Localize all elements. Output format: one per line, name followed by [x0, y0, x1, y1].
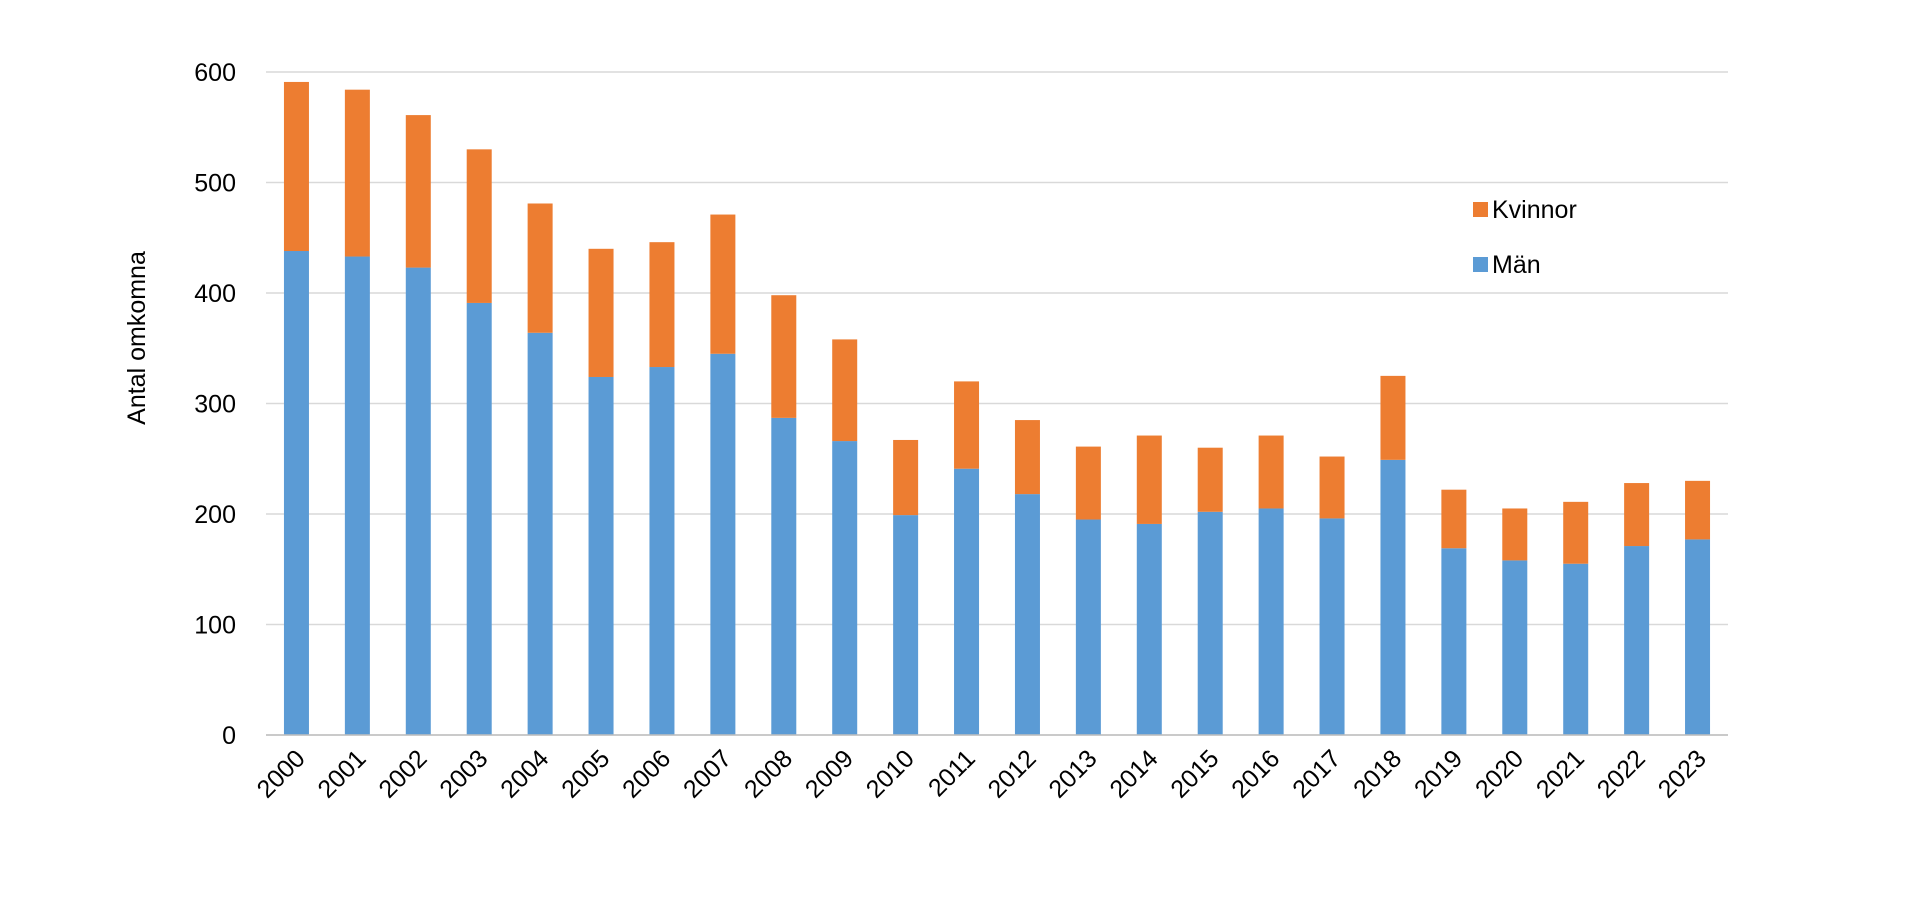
bar-m-n-2004	[527, 332, 553, 735]
bar-m-n-2021	[1563, 563, 1589, 735]
bar-kvinnor-2009	[832, 339, 858, 442]
x-tick-label: 2022	[1592, 744, 1651, 803]
x-tick-label: 2018	[1348, 744, 1407, 803]
bar-m-n-2014	[1136, 523, 1162, 735]
x-tick-label: 2006	[617, 744, 676, 803]
y-axis: 0 100 200 300 400 500 600	[194, 59, 236, 750]
x-tick-label: 2008	[739, 744, 798, 803]
bar-m-n-2010	[893, 515, 919, 735]
bar-kvinnor-2013	[1075, 446, 1101, 520]
bar-kvinnor-2017	[1319, 456, 1345, 519]
bar-kvinnor-2011	[954, 381, 980, 469]
x-tick-label: 2023	[1653, 744, 1712, 803]
bar-m-n-2022	[1624, 546, 1650, 735]
bar-m-n-2019	[1441, 548, 1467, 735]
x-tick-label: 2005	[556, 744, 615, 803]
bar-m-n-2007	[710, 353, 736, 735]
bar-kvinnor-2003	[466, 149, 492, 303]
x-tick-label: 2014	[1104, 744, 1163, 803]
x-tick-label: 2017	[1287, 744, 1346, 803]
bar-kvinnor-2015	[1197, 447, 1223, 512]
bar-m-n-2011	[954, 468, 980, 735]
bar-kvinnor-2010	[893, 439, 919, 516]
x-tick-label: 2019	[1409, 744, 1468, 803]
bar-kvinnor-2012	[1014, 420, 1040, 495]
bar-m-n-2013	[1075, 519, 1101, 735]
x-tick-label: 2007	[678, 744, 737, 803]
bar-m-n-2016	[1258, 508, 1284, 735]
bar-m-n-2003	[466, 302, 492, 735]
bar-kvinnor-2001	[344, 89, 370, 257]
y-axis-title: Antal omkomna	[123, 251, 151, 425]
bar-m-n-2008	[771, 417, 797, 735]
bar-kvinnor-2023	[1685, 480, 1711, 540]
bar-m-n-2023	[1685, 539, 1711, 735]
x-tick-label: 2013	[1043, 744, 1102, 803]
bar-m-n-2020	[1502, 560, 1528, 735]
bar-kvinnor-2008	[771, 295, 797, 418]
bar-kvinnor-2006	[649, 242, 675, 368]
bar-kvinnor-2022	[1624, 483, 1650, 547]
legend-swatch-m-n	[1473, 257, 1488, 272]
x-tick-label: 2009	[800, 744, 859, 803]
bar-m-n-2006	[649, 367, 675, 735]
x-tick-label: 2021	[1531, 744, 1590, 803]
x-tick-label: 2000	[252, 744, 311, 803]
y-tick-label: 500	[194, 170, 236, 198]
legend: Kvinnor Män	[1473, 196, 1577, 279]
bar-kvinnor-2007	[710, 214, 736, 354]
x-axis: 2000 2001 2002 2003 2004 2005 2006 2007 2008 2009…	[252, 734, 1728, 804]
x-tick-label: 2011	[923, 744, 981, 802]
x-tick-label: 2016	[1226, 744, 1285, 803]
bar-m-n-2012	[1014, 494, 1040, 735]
x-tick-label: 2010	[861, 744, 920, 803]
legend-swatch-kvinnor	[1473, 202, 1488, 217]
y-tick-label: 0	[222, 722, 236, 750]
bar-kvinnor-2019	[1441, 489, 1467, 549]
bar-m-n-2015	[1197, 511, 1223, 735]
bar-kvinnor-2016	[1258, 435, 1284, 509]
y-tick-label: 600	[194, 59, 236, 87]
bar-m-n-2005	[588, 376, 614, 735]
x-tick-label: 2015	[1165, 744, 1224, 803]
bar-m-n-2018	[1380, 459, 1406, 735]
y-tick-label: 300	[194, 391, 236, 419]
bar-kvinnor-2000	[283, 81, 309, 252]
bar-kvinnor-2020	[1502, 508, 1528, 561]
x-tick-label: 2002	[373, 744, 432, 803]
bar-m-n-2009	[832, 441, 858, 735]
bar-kvinnor-2021	[1563, 501, 1589, 564]
legend-label: Män	[1492, 251, 1541, 279]
x-tick-label: 2001	[312, 744, 371, 803]
legend-label: Kvinnor	[1492, 196, 1577, 224]
bar-kvinnor-2018	[1380, 375, 1406, 460]
bar-m-n-2001	[344, 256, 370, 735]
bar-kvinnor-2004	[527, 203, 553, 333]
bar-m-n-2017	[1319, 518, 1345, 735]
x-tick-label: 2003	[434, 744, 493, 803]
bar-m-n-2000	[283, 251, 309, 735]
bar-kvinnor-2014	[1136, 435, 1162, 524]
bars	[283, 81, 1711, 735]
y-tick-label: 100	[194, 612, 236, 640]
y-tick-label: 200	[194, 501, 236, 529]
bar-m-n-2002	[405, 267, 431, 735]
gridlines	[266, 71, 1728, 736]
x-tick-label: 2004	[495, 744, 554, 803]
bar-kvinnor-2005	[588, 248, 614, 377]
y-tick-label: 400	[194, 280, 236, 308]
x-tick-label: 2020	[1470, 744, 1529, 803]
bar-kvinnor-2002	[405, 115, 431, 268]
x-tick-label: 2012	[983, 744, 1042, 803]
